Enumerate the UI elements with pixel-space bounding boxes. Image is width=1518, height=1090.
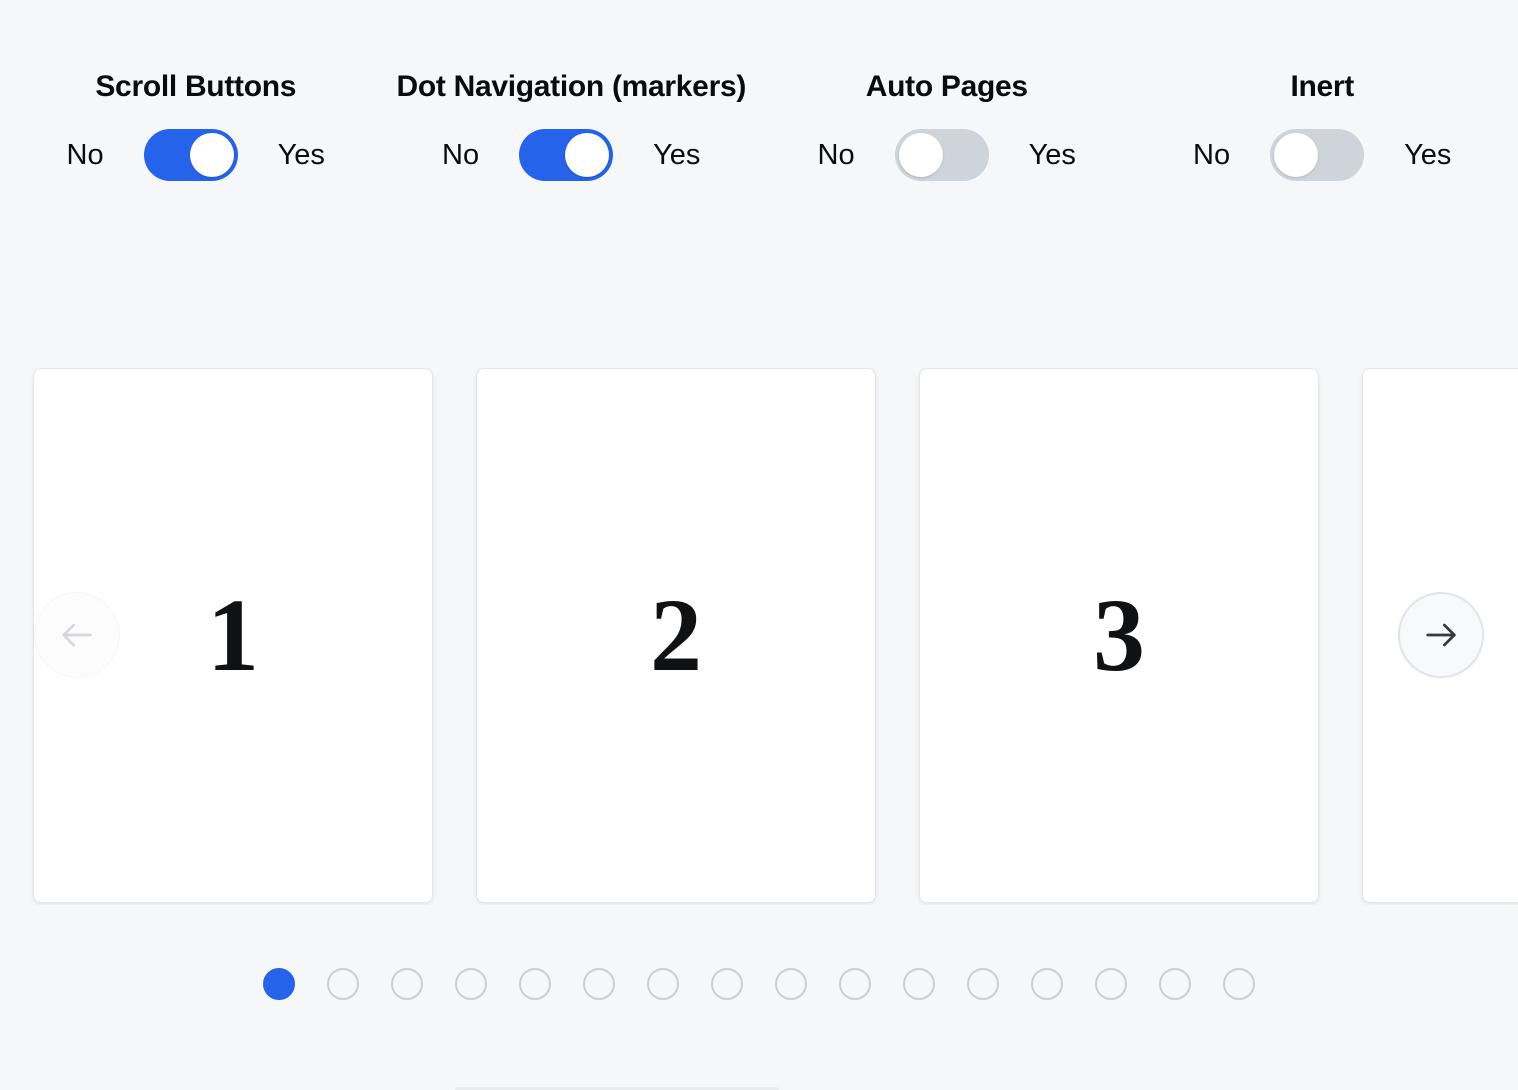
control-group-inert: Inert No Yes	[1135, 70, 1511, 181]
slide-number: 2	[650, 577, 702, 693]
control-group-auto-pages: Auto Pages No Yes	[759, 70, 1135, 181]
slide-card-3: 3	[919, 368, 1319, 903]
control-title-dot-navigation: Dot Navigation (markers)	[396, 70, 747, 103]
dot-page-9[interactable]	[775, 968, 807, 1000]
control-group-dot-navigation: Dot Navigation (markers) No Yes	[384, 70, 760, 181]
toggle-off-label: No	[442, 138, 480, 171]
toggle-knob	[1274, 133, 1319, 177]
below-fold-element-edge	[455, 1087, 779, 1090]
dot-page-3[interactable]	[391, 968, 423, 1000]
dot-navigation-toggle[interactable]	[519, 129, 614, 181]
dot-page-1[interactable]	[263, 968, 295, 1000]
dot-page-10[interactable]	[839, 968, 871, 1000]
toggle-on-label: Yes	[1028, 138, 1076, 171]
dot-page-6[interactable]	[583, 968, 615, 1000]
dot-page-12[interactable]	[967, 968, 999, 1000]
dot-page-2[interactable]	[327, 968, 359, 1000]
toggle-on-label: Yes	[653, 138, 701, 171]
dot-page-4[interactable]	[455, 968, 487, 1000]
dot-navigation	[0, 968, 1518, 1000]
dot-page-16[interactable]	[1223, 968, 1255, 1000]
slide-number: 1	[207, 577, 259, 693]
toggle-knob	[898, 133, 943, 177]
prev-slide-button[interactable]	[34, 592, 120, 678]
control-title-auto-pages: Auto Pages	[865, 70, 1028, 103]
carousel-track: 1234	[0, 368, 1518, 905]
slide-number: 3	[1093, 577, 1145, 693]
arrow-right-icon	[1421, 615, 1461, 655]
control-row-dot-navigation: No Yes	[442, 129, 700, 181]
dot-page-15[interactable]	[1159, 968, 1191, 1000]
control-group-scroll-buttons: Scroll Buttons No Yes	[8, 70, 384, 181]
control-row-auto-pages: No Yes	[818, 129, 1076, 181]
arrow-left-icon	[57, 615, 97, 655]
auto-pages-toggle[interactable]	[894, 129, 989, 181]
controls-bar: Scroll Buttons No Yes Dot Navigation (marke…	[0, 0, 1518, 181]
scroll-buttons-toggle[interactable]	[143, 129, 238, 181]
toggle-off-label: No	[817, 138, 855, 171]
toggle-off-label: No	[1193, 138, 1231, 171]
next-slide-button[interactable]	[1398, 592, 1484, 678]
slide-card-2: 2	[476, 368, 876, 903]
toggle-knob	[189, 133, 234, 177]
control-row-inert: No Yes	[1193, 129, 1451, 181]
control-title-scroll-buttons: Scroll Buttons	[95, 70, 297, 103]
toggle-on-label: Yes	[277, 138, 325, 171]
control-row-scroll-buttons: No Yes	[67, 129, 325, 181]
inert-toggle[interactable]	[1270, 129, 1365, 181]
dot-page-5[interactable]	[519, 968, 551, 1000]
dot-page-11[interactable]	[903, 968, 935, 1000]
dot-page-14[interactable]	[1095, 968, 1127, 1000]
toggle-on-label: Yes	[1404, 138, 1452, 171]
dot-page-13[interactable]	[1031, 968, 1063, 1000]
toggle-off-label: No	[66, 138, 104, 171]
dot-page-7[interactable]	[647, 968, 679, 1000]
control-title-inert: Inert	[1290, 70, 1354, 103]
dot-page-8[interactable]	[711, 968, 743, 1000]
toggle-knob	[565, 133, 610, 177]
